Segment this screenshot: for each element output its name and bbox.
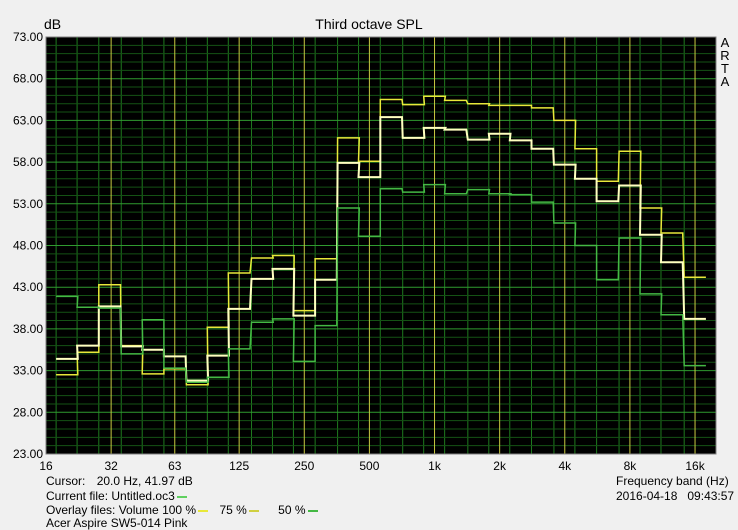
cursor-label: Cursor: bbox=[46, 474, 86, 488]
y-tick-label: 58.00 bbox=[13, 155, 43, 169]
overlay-label: Overlay files: bbox=[46, 503, 116, 517]
x-tick-label: 63 bbox=[168, 459, 182, 473]
current-file-label: Current file: bbox=[46, 489, 109, 503]
x-tick-label: 1k bbox=[428, 459, 442, 473]
x-axis-label: Frequency band (Hz) bbox=[616, 474, 729, 488]
arta-letter: A bbox=[720, 74, 730, 89]
y-tick-label: 43.00 bbox=[13, 280, 43, 294]
x-tick-label: 16k bbox=[685, 459, 705, 473]
x-tick-label: 16 bbox=[39, 459, 53, 473]
y-tick-label: 48.00 bbox=[13, 239, 43, 253]
device-name: Acer Aspire SW5-014 Pink bbox=[46, 516, 188, 530]
y-tick-label: 38.00 bbox=[13, 322, 43, 336]
timestamp: 2016-04-18 09:43:57 bbox=[616, 489, 735, 503]
arta-letter: T bbox=[721, 61, 729, 76]
overlay-1-label: Volume 100 % bbox=[118, 503, 197, 517]
series-line-3 bbox=[56, 183, 706, 384]
current-file-line: Current file: Untitled.oc3 bbox=[46, 489, 189, 503]
series-lines bbox=[56, 95, 706, 386]
x-tick-label: 500 bbox=[359, 459, 379, 473]
axis-ticks: 73.00 68.00 63.00 58.00 53.00 48.00 43.00 38.00… bbox=[13, 30, 706, 473]
plot-border bbox=[45, 36, 717, 455]
x-tick-label: 2k bbox=[493, 459, 507, 473]
arta-letter: A bbox=[720, 35, 730, 50]
y-tick-label: 28.00 bbox=[13, 405, 43, 419]
overlay-3-swatch bbox=[307, 509, 318, 512]
overlay-2-label: 75 % bbox=[219, 503, 247, 517]
cursor-readout: Cursor: 20.0 Hz, 41.97 dB bbox=[46, 474, 193, 488]
chart-title: Third octave SPL bbox=[315, 16, 423, 32]
current-file-value: Untitled.oc3 bbox=[111, 489, 175, 503]
arta-side-label: A R T A bbox=[718, 36, 732, 88]
overlay-files-line: Overlay files: Volume 100 % 75 % 50 % bbox=[46, 503, 320, 517]
y-tick-label: 53.00 bbox=[13, 197, 43, 211]
overlay-2-swatch bbox=[248, 509, 259, 512]
y-tick-label: 68.00 bbox=[13, 72, 43, 86]
x-tick-label: 250 bbox=[294, 459, 314, 473]
current-file-swatch bbox=[176, 495, 187, 498]
x-tick-label: 8k bbox=[624, 459, 638, 473]
y-tick-label: 33.00 bbox=[13, 364, 43, 378]
y-tick-label: 23.00 bbox=[13, 447, 43, 461]
overlay-1-swatch bbox=[198, 509, 209, 512]
y-tick-label: 63.00 bbox=[13, 113, 43, 127]
x-tick-label: 125 bbox=[229, 459, 249, 473]
x-tick-label: 4k bbox=[558, 459, 572, 473]
y-axis-unit-label: dB bbox=[44, 16, 62, 32]
arta-letter: R bbox=[720, 48, 730, 63]
y-tick-label: 73.00 bbox=[13, 30, 43, 44]
cursor-value: 20.0 Hz, 41.97 dB bbox=[96, 474, 193, 488]
x-tick-label: 32 bbox=[104, 459, 118, 473]
overlay-3-label: 50 % bbox=[278, 503, 306, 517]
